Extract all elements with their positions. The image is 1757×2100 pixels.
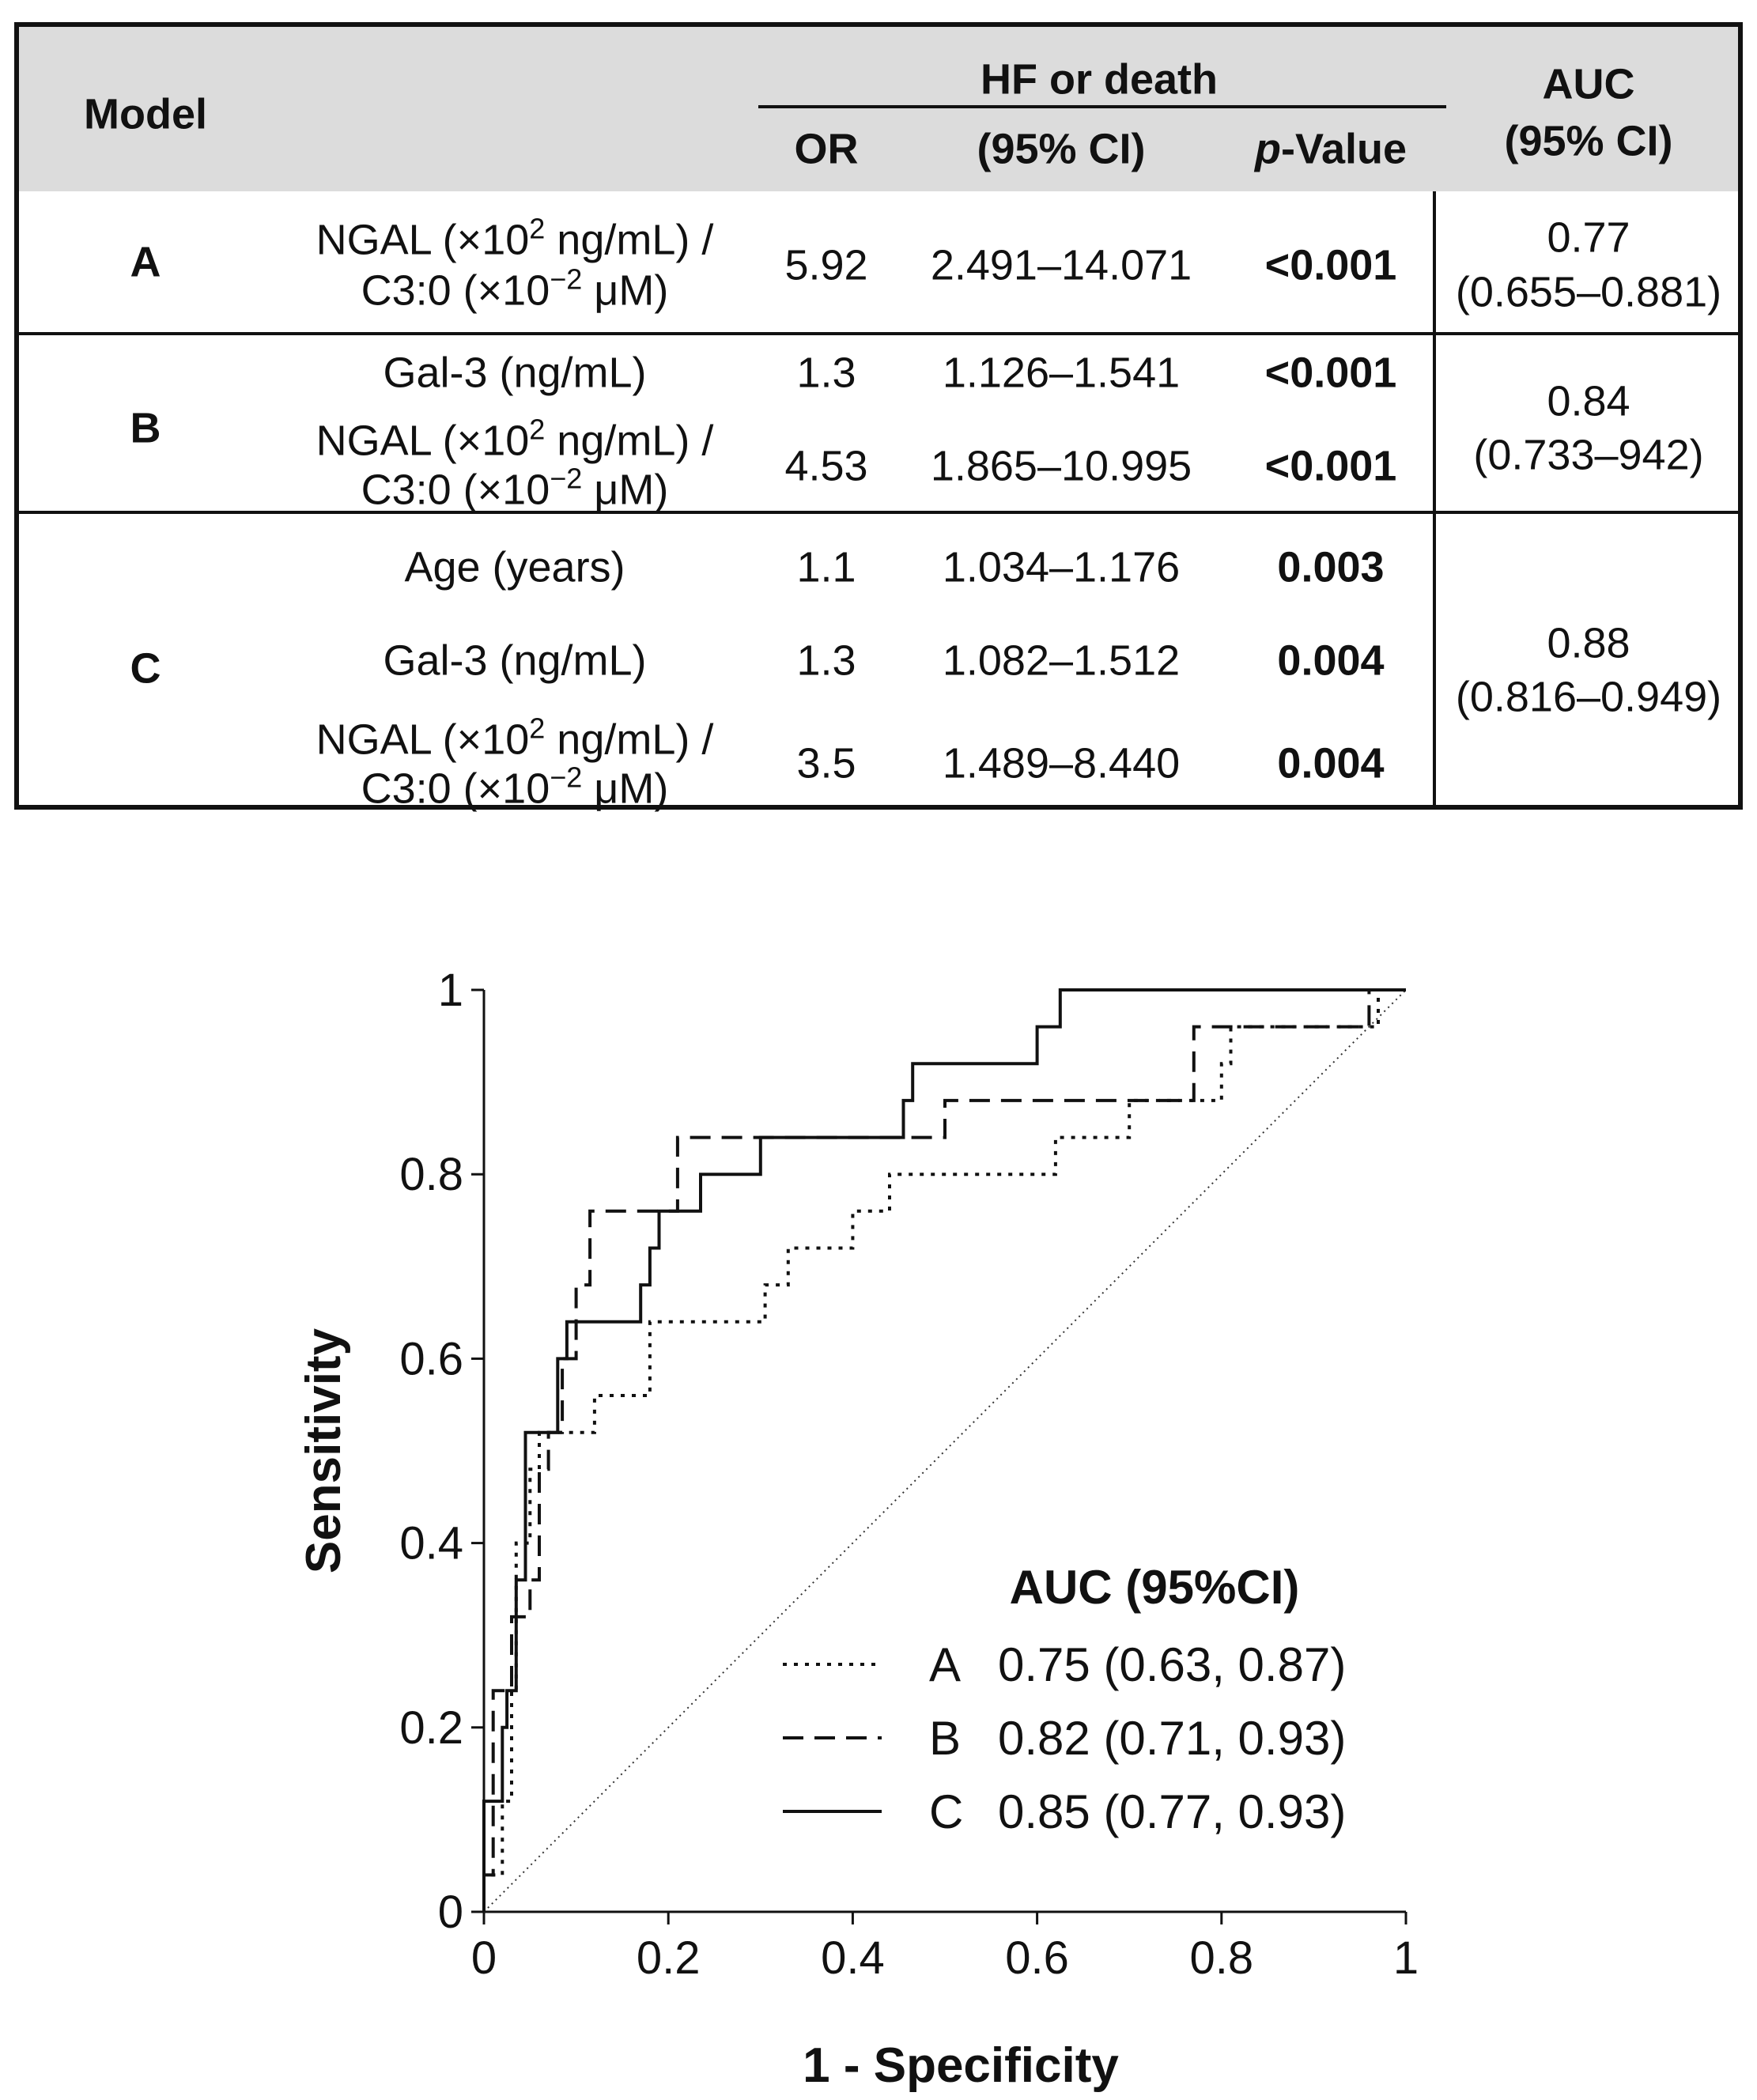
model-c-ci-3: 1.489–8.440 <box>942 739 1181 788</box>
divider-b-c <box>19 511 1738 514</box>
superscript: 2 <box>529 712 546 745</box>
text-seg: μM) <box>582 266 669 315</box>
model-b-auc-ci: (0.733–942) <box>1473 431 1704 479</box>
model-c-or-1: 1.1 <box>796 543 856 591</box>
superscript: 2 <box>529 212 546 245</box>
model-b-p-2: <0.001 <box>1264 442 1397 490</box>
model-a-or: 5.92 <box>784 241 868 289</box>
legend-name-b: B <box>929 1712 961 1765</box>
model-a-auc: 0.77 <box>1547 213 1630 262</box>
model-b-label: B <box>130 404 161 452</box>
text-seg: ng/mL) / <box>545 417 714 465</box>
model-c-auc: 0.88 <box>1547 619 1630 667</box>
superscript: 2 <box>529 413 546 446</box>
y-tick-label: 0.4 <box>399 1518 463 1569</box>
y-tick-label: 1 <box>438 965 463 1016</box>
header-p-italic: p <box>1254 125 1281 173</box>
model-c-var-3-line2: C3:0 (×10−2 μM) <box>361 761 669 813</box>
x-tick-label: 0.8 <box>1189 1932 1253 1984</box>
text-seg: μM) <box>582 765 669 813</box>
text-seg: ng/mL) / <box>545 216 714 264</box>
model-c-p-2: 0.004 <box>1277 636 1385 685</box>
model-c-or-2: 1.3 <box>796 636 856 685</box>
model-b-var-2-line2: C3:0 (×10−2 μM) <box>361 463 669 514</box>
x-tick-label: 0 <box>471 1932 497 1984</box>
model-b-p-1: <0.001 <box>1264 349 1397 397</box>
superscript: −2 <box>550 761 583 794</box>
y-tick-label: 0.6 <box>399 1333 463 1384</box>
axes: 0 0.2 0.4 0.6 0.8 1 0 0.2 0.4 0.6 0.8 1 1 - Specific… <box>297 965 1419 2093</box>
legend-title: AUC (95%CI) <box>1010 1561 1300 1614</box>
model-c-p-1: 0.003 <box>1277 543 1385 591</box>
model-c-var-2: Gal-3 (ng/mL) <box>383 636 647 685</box>
legend-name-a: A <box>929 1638 961 1691</box>
model-c-ci-2: 1.082–1.512 <box>942 636 1181 685</box>
legend-name-c: C <box>929 1785 963 1838</box>
y-tick-label: 0 <box>438 1887 463 1938</box>
header-or: OR <box>794 125 859 173</box>
x-tick-label: 0.4 <box>821 1932 885 1984</box>
model-c-auc-ci: (0.816–0.949) <box>1455 673 1722 721</box>
model-b-ci-2: 1.865–10.995 <box>930 442 1192 490</box>
model-a-auc-ci: (0.655–0.881) <box>1455 268 1722 316</box>
results-table: Model HF or death OR (95% CI) p-Value AU… <box>14 22 1743 813</box>
x-tick-label: 0.2 <box>637 1932 701 1984</box>
model-c-var-1: Age (years) <box>404 543 625 591</box>
superscript: −2 <box>550 262 583 296</box>
header-hf-or-death: HF or death <box>980 55 1219 104</box>
y-axis-title: Sensitivity <box>297 1328 351 1573</box>
model-b-ci-1: 1.126–1.541 <box>942 349 1181 397</box>
reference-diagonal-line <box>483 989 1407 1913</box>
model-b-or-1: 1.3 <box>796 349 856 397</box>
text-seg: NGAL (×10 <box>316 417 530 465</box>
legend-label-b: 0.82 (0.71, 0.93) <box>998 1712 1346 1765</box>
roc-chart: 0 0.2 0.4 0.6 0.8 1 0 0.2 0.4 0.6 0.8 1 1 - Specific… <box>297 965 1419 2093</box>
y-tick-label: 0.2 <box>399 1702 463 1754</box>
y-tick-label: 0.8 <box>399 1149 463 1200</box>
model-b-auc: 0.84 <box>1547 377 1630 425</box>
text-seg: C3:0 (×10 <box>361 466 550 514</box>
x-axis-title: 1 - Specificity <box>803 2038 1119 2093</box>
model-c-or-3: 3.5 <box>796 739 856 788</box>
roc-curve-a <box>482 988 1406 1912</box>
text-seg: NGAL (×10 <box>316 716 530 764</box>
x-tick-label: 1 <box>1393 1932 1419 1984</box>
model-a-p: <0.001 <box>1264 241 1397 289</box>
legend-label-a: 0.75 (0.63, 0.87) <box>998 1638 1346 1691</box>
roc-curve-c <box>482 988 1406 1912</box>
text-seg: C3:0 (×10 <box>361 765 550 813</box>
superscript: −2 <box>550 462 583 495</box>
model-b-or-2: 4.53 <box>784 442 868 490</box>
text-seg: ng/mL) / <box>545 716 714 764</box>
table-header-background <box>19 27 1738 191</box>
roc-curve-b <box>482 988 1406 1912</box>
header-model: Model <box>84 90 207 138</box>
model-a-var-line1: NGAL (×102 ng/mL) / <box>316 213 714 264</box>
divider-a-b <box>19 332 1738 335</box>
model-a-label: A <box>130 238 161 286</box>
model-b-var-1: Gal-3 (ng/mL) <box>383 349 647 397</box>
x-tick-label: 0.6 <box>1005 1932 1069 1984</box>
legend: AUC (95%CI) A 0.75 (0.63, 0.87) B 0.82 (0.71… <box>783 1561 1346 1838</box>
model-b-var-2-line1: NGAL (×102 ng/mL) / <box>316 414 714 465</box>
header-group-underline <box>758 105 1446 108</box>
text-seg: NGAL (×10 <box>316 216 530 264</box>
model-c-var-3-line1: NGAL (×102 ng/mL) / <box>316 712 714 764</box>
text-seg: C3:0 (×10 <box>361 266 550 315</box>
model-a-var-line2: C3:0 (×10−2 μM) <box>361 263 669 315</box>
header-auc-ci: (95% CI) <box>1504 117 1673 165</box>
model-c-ci-1: 1.034–1.176 <box>942 543 1181 591</box>
model-c-p-3: 0.004 <box>1277 739 1385 788</box>
model-c-label: C <box>130 644 161 693</box>
header-p-value: p-Value <box>1255 126 1407 172</box>
model-a-ci: 2.491–14.071 <box>930 241 1192 289</box>
legend-label-c: 0.85 (0.77, 0.93) <box>998 1785 1346 1838</box>
header-ci: (95% CI) <box>977 125 1146 173</box>
auc-column-divider <box>1433 191 1436 810</box>
series-group <box>482 988 1406 1912</box>
text-seg: μM) <box>582 466 669 514</box>
header-p-rest: -Value <box>1280 125 1407 173</box>
header-auc: AUC <box>1542 60 1635 108</box>
